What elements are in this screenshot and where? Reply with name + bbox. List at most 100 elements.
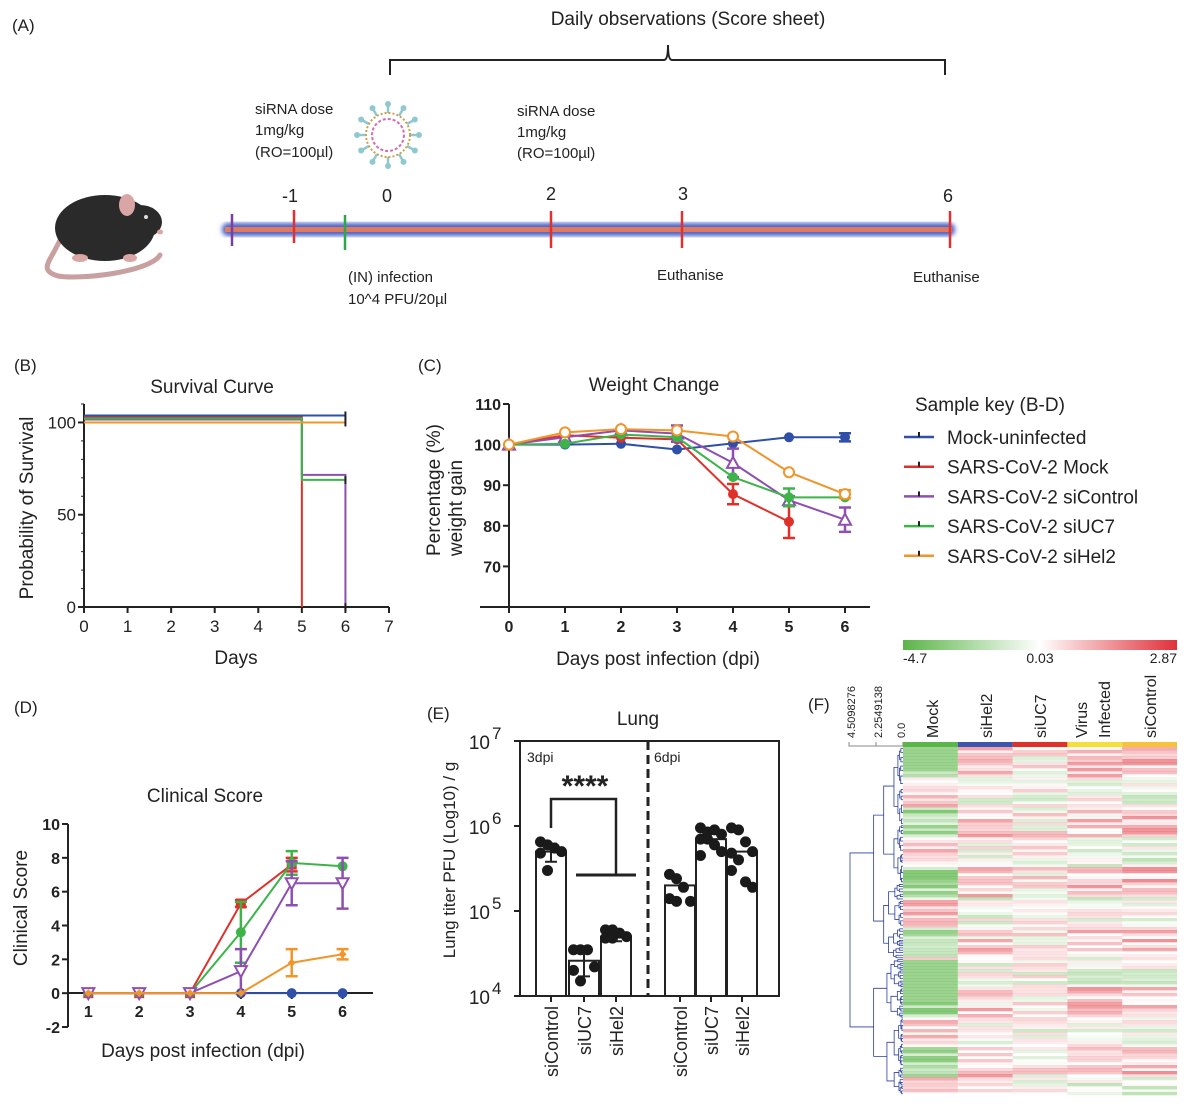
data-point [784, 492, 794, 503]
heatmap-cell [1012, 957, 1068, 961]
heatmap-cell [1012, 894, 1068, 898]
legend-label: SARS-CoV-2 siUC7 [947, 517, 1115, 538]
heatmap-cell [1012, 945, 1068, 949]
heatmap-cell [1067, 990, 1123, 994]
heatmap-cell [1067, 1020, 1123, 1024]
heatmap-cell [957, 966, 1013, 970]
x-tick-label: 0 [505, 619, 514, 636]
heatmap-cell [1122, 810, 1177, 814]
heatmap-cell [957, 801, 1013, 805]
heatmap-cell [1012, 936, 1068, 940]
data-point [733, 824, 744, 836]
heatmap-cell [1122, 1002, 1177, 1005]
heatmap-cell [1012, 759, 1068, 763]
heatmap-cell [1067, 882, 1123, 886]
heatmap-cell [1122, 894, 1177, 898]
heatmap-cell [1067, 978, 1123, 982]
heatmap-cell [903, 900, 958, 904]
series-sars-cov-2-sicontrol [84, 418, 347, 611]
heatmap-cell [1067, 1068, 1123, 1072]
heatmap-cell [1122, 942, 1177, 945]
dendrogram-branch [899, 1045, 902, 1053]
heatmap-cell [1013, 1014, 1068, 1017]
heatmap-cells [903, 747, 1177, 1096]
heatmap-cell [1012, 855, 1068, 859]
heatmap-cell [1122, 879, 1177, 883]
data-point [621, 931, 632, 943]
heatmap-cell [1122, 981, 1177, 985]
heatmap-cell [903, 855, 958, 859]
dendrogram-branch [901, 1090, 903, 1095]
heatmap-cell [1122, 1068, 1177, 1071]
legend-label: SARS-CoV-2 siControl [947, 487, 1138, 508]
dendrogram-branch [899, 928, 901, 932]
dendrogram-branch [900, 996, 902, 1000]
heatmap-cell [958, 873, 1013, 876]
x-tick-label: siUC7 [575, 1006, 595, 1055]
dendrogram-branch [888, 936, 894, 954]
heatmap-cell [957, 1002, 1013, 1006]
dendrogram-branch [900, 788, 902, 794]
heatmap-cell [1067, 747, 1123, 751]
heatmap-cell [903, 816, 958, 820]
heatmap-cell [957, 933, 1013, 937]
series-sars-cov-2-sihel2 [84, 947, 349, 998]
dendrogram-branch [900, 1054, 902, 1059]
heatmap-cell [957, 900, 1013, 904]
heatmap-cell [903, 1053, 958, 1057]
day-label: 0 [382, 186, 392, 206]
data-point [615, 423, 627, 436]
heatmap-cell [957, 936, 1013, 940]
heatmap-cell [1067, 840, 1123, 844]
x-tick-label: 0 [79, 617, 88, 636]
heatmap-cell [957, 906, 1013, 910]
day-label: 3 [678, 184, 688, 204]
heatmap-cell [1012, 813, 1068, 817]
dendrogram-branch [901, 865, 903, 873]
heatmap-cell [903, 762, 958, 766]
y-tick-label: 10 [469, 988, 490, 1009]
heatmap-cell [903, 951, 958, 955]
heatmap-cell [1012, 888, 1068, 892]
heatmap-cell [903, 1041, 958, 1045]
heatmap-cell [957, 747, 1013, 751]
heatmap-cell [1122, 834, 1177, 838]
heatmap-cell [1067, 756, 1123, 760]
group-label: 3dpi [527, 749, 553, 765]
heatmap-cell [1012, 921, 1068, 925]
data-point [236, 989, 245, 998]
data-point [728, 489, 738, 500]
dendrogram-branch [900, 825, 902, 828]
heatmap-cell [1122, 822, 1177, 826]
heatmap-cell [1067, 864, 1123, 868]
virus-spike-head [400, 105, 407, 112]
heatmap-cell [903, 1068, 958, 1072]
dendrogram-scale-mid: 2.2549138 [873, 686, 885, 738]
heatmap-cell [903, 831, 958, 835]
heatmap-cell [1012, 765, 1068, 769]
heatmap-cell [1122, 798, 1177, 802]
heatmap-cell [1067, 1041, 1123, 1045]
heatmap-cell [1122, 978, 1177, 982]
dendrogram-branch [900, 765, 902, 771]
heatmap-cell [1012, 801, 1068, 805]
heatmap-cell [1067, 951, 1122, 954]
dendrogram-branch [898, 1025, 901, 1039]
heatmap-cell [1012, 861, 1068, 865]
heatmap-cell [957, 996, 1013, 1000]
heatmap-cell [1122, 1080, 1177, 1083]
heatmap-cell [1012, 810, 1068, 814]
heatmap-cell [1122, 921, 1177, 924]
heatmap-cell [1013, 906, 1068, 909]
heatmap-cell [1122, 750, 1177, 754]
heatmap-cell [1122, 948, 1177, 952]
data-point [784, 432, 794, 443]
heatmap-cell [1067, 816, 1123, 820]
heatmap-cell [903, 843, 958, 847]
heatmap-cell [1067, 948, 1123, 952]
heatmap-cell [1067, 789, 1123, 793]
heatmap-cell [1122, 900, 1177, 904]
heatmap-cell [1122, 1089, 1177, 1093]
heatmap-cell [957, 894, 1013, 898]
